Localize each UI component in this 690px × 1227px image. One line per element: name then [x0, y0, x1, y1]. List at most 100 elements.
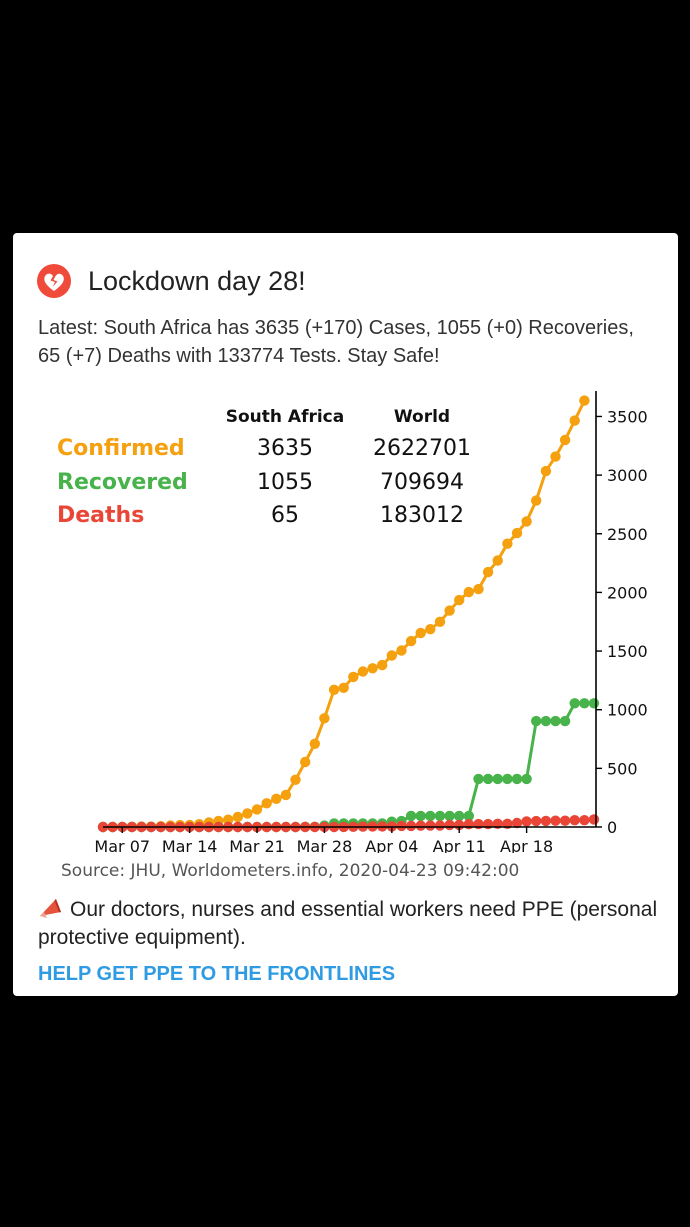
data-point-confirmed: [357, 666, 369, 677]
data-point-recovered: [415, 810, 426, 822]
y-tick-label: 3000: [607, 466, 648, 485]
data-point-confirmed: [251, 804, 263, 815]
data-point-confirmed: [242, 808, 253, 819]
x-tick-label: Apr 04: [365, 837, 418, 853]
help-ppe-link[interactable]: HELP GET PPE TO THE FRONTLINES: [38, 963, 396, 985]
y-tick-label: 1500: [607, 642, 648, 661]
covid-chart: South Africa World Confirmed 3635 262270…: [57, 391, 648, 853]
data-point-deaths: [405, 820, 417, 832]
data-point-confirmed: [579, 395, 590, 406]
data-point-recovered: [540, 715, 552, 727]
data-point-confirmed: [540, 465, 552, 477]
data-point-deaths: [434, 820, 446, 831]
data-point-confirmed: [559, 434, 571, 446]
data-point-confirmed: [300, 756, 311, 768]
row-label-confirmed: Confirmed: [57, 436, 185, 461]
data-point-confirmed: [232, 811, 243, 823]
data-point-deaths: [540, 815, 552, 827]
title-row: Lockdown day 28!: [37, 263, 306, 299]
data-point-confirmed: [328, 684, 340, 695]
data-point-confirmed: [454, 594, 465, 606]
y-tick-label: 1000: [607, 701, 648, 720]
data-point-confirmed: [425, 624, 436, 635]
col-header-south-africa: South Africa: [226, 407, 345, 427]
data-point-confirmed: [415, 627, 426, 639]
series-line-confirmed: [102, 399, 586, 829]
data-point-confirmed: [463, 586, 474, 598]
data-point-deaths: [463, 819, 474, 830]
data-point-confirmed: [473, 583, 484, 595]
data-point-confirmed: [386, 650, 397, 661]
x-tick-label: Mar 14: [162, 837, 218, 853]
megaphone-icon: [40, 899, 61, 918]
data-point-confirmed: [482, 566, 494, 578]
data-point-recovered: [454, 810, 465, 822]
x-tick-label: Mar 07: [94, 837, 150, 853]
data-point-confirmed: [377, 659, 388, 671]
source-caption: Source: JHU, Worldometers.info, 2020-04-…: [61, 861, 520, 881]
data-point-deaths: [559, 815, 571, 826]
data-point-deaths: [521, 816, 532, 827]
data-point-deaths: [531, 815, 542, 827]
data-point-recovered: [492, 773, 503, 785]
series-line-recovered: [103, 701, 594, 829]
message-title: Lockdown day 28!: [88, 265, 306, 296]
x-tick-label: Mar 28: [297, 837, 353, 853]
data-point-deaths: [511, 817, 523, 829]
data-point-confirmed: [550, 451, 561, 462]
data-point-confirmed: [434, 616, 446, 627]
deaths-south-africa: 65: [271, 503, 299, 528]
data-point-recovered: [405, 810, 417, 822]
data-point-recovered: [531, 715, 542, 727]
chart-axes: 0 500 1000 1500 2000 2500 3000 3500 Mar 07 Mar 14…: [94, 391, 648, 853]
data-point-confirmed: [271, 793, 282, 804]
message-card: Lockdown day 28! Latest: South Africa ha…: [13, 233, 678, 996]
data-point-confirmed: [521, 516, 532, 527]
x-tick-label: Apr 11: [433, 837, 486, 853]
data-point-confirmed: [531, 495, 542, 506]
data-point-confirmed: [405, 635, 417, 647]
data-point-confirmed: [319, 713, 330, 724]
confirmed-world: 2622701: [373, 436, 471, 461]
data-point-recovered: [521, 773, 532, 785]
data-point-recovered: [502, 773, 513, 785]
data-point-deaths: [425, 820, 436, 831]
row-label-recovered: Recovered: [57, 470, 188, 495]
data-point-deaths: [396, 820, 407, 832]
y-tick-label: 0: [607, 818, 617, 837]
data-point-confirmed: [280, 789, 292, 801]
confirmed-south-africa: 3635: [257, 436, 313, 461]
x-tick-label: Mar 21: [229, 837, 285, 853]
data-point-recovered: [463, 810, 474, 822]
data-point-recovered: [473, 773, 484, 785]
data-point-confirmed: [338, 682, 349, 693]
broken-heart-icon: [37, 264, 71, 298]
data-point-confirmed: [492, 555, 503, 566]
data-point-deaths: [550, 815, 561, 826]
data-point-deaths: [569, 815, 580, 826]
y-tick-label: 2500: [607, 525, 648, 544]
data-point-confirmed: [261, 798, 272, 809]
data-point-recovered: [434, 810, 446, 822]
data-point-deaths: [415, 820, 426, 831]
latest-summary: Latest: South Africa has 3635 (+170) Cas…: [38, 317, 634, 367]
row-label-deaths: Deaths: [57, 503, 144, 528]
data-point-deaths: [579, 815, 590, 826]
data-point-confirmed: [223, 814, 234, 825]
stats-table: South Africa World Confirmed 3635 262270…: [57, 407, 471, 528]
data-point-recovered: [444, 810, 455, 822]
ppe-message: Our doctors, nurses and essential worker…: [38, 896, 658, 952]
data-point-confirmed: [348, 671, 359, 683]
recovered-south-africa: 1055: [257, 470, 313, 495]
data-point-recovered: [588, 698, 600, 709]
data-point-confirmed: [290, 774, 301, 785]
data-point-deaths: [444, 819, 455, 831]
ppe-text: Our doctors, nurses and essential worker…: [38, 898, 658, 949]
y-tick-label: 2000: [607, 583, 648, 602]
data-point-recovered: [511, 773, 523, 785]
data-point-confirmed: [511, 527, 523, 539]
data-point-confirmed: [396, 645, 407, 656]
data-point-confirmed: [309, 738, 320, 749]
y-tick-label: 3500: [607, 407, 648, 426]
data-point-recovered: [579, 698, 590, 709]
